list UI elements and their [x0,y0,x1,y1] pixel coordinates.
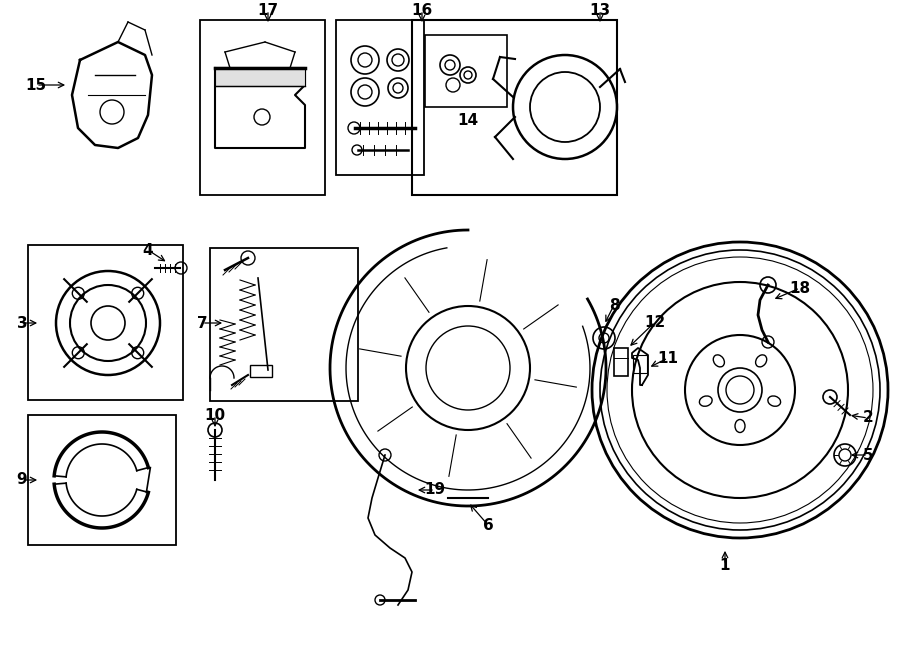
Bar [28,415,176,545]
Text: 17: 17 [257,3,279,17]
Text: 8: 8 [608,297,619,312]
Bar [412,20,617,195]
Text: 3: 3 [17,316,27,330]
Text: 16: 16 [411,3,433,17]
Circle shape [726,376,754,404]
Text: 2: 2 [862,410,873,426]
Text: 19: 19 [425,483,446,498]
Text: 11: 11 [658,350,679,365]
Bar [28,245,183,400]
Text: 18: 18 [789,281,811,295]
Bar [215,68,305,86]
Text: 12: 12 [644,314,666,330]
Bar [250,365,272,377]
Bar [633,355,647,373]
Text: 9: 9 [17,473,27,487]
Bar [200,20,325,195]
Text: 13: 13 [590,3,610,17]
Text: 4: 4 [143,242,153,258]
Text: 15: 15 [25,77,47,93]
Bar [336,20,424,175]
Text: 14: 14 [457,113,479,128]
Text: 1: 1 [720,557,730,573]
Bar [425,35,507,107]
Text: 7: 7 [197,316,207,330]
Bar [210,248,358,401]
Text: 10: 10 [204,408,226,422]
Bar [614,348,628,376]
Text: 5: 5 [863,448,873,463]
Text: 6: 6 [482,518,493,532]
